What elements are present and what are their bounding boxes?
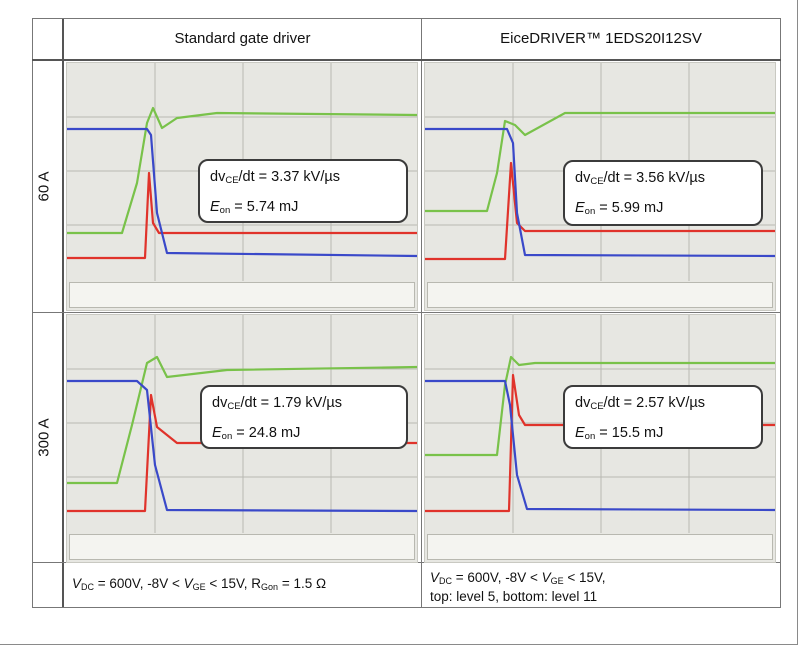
- scope-legend-4: [427, 534, 773, 560]
- callout-panel-2: dvCE/dt = 3.56 kV/µs Eon = 5.99 mJ: [563, 160, 763, 226]
- row-label-300a: 300 A: [24, 313, 64, 562]
- footer-levels-note: top: level 5, bottom: level 11: [430, 589, 775, 604]
- callout-panel-3: dvCE/dt = 1.79 kV/µs Eon = 24.8 mJ: [200, 385, 408, 449]
- callout-panel-4: dvCE/dt = 2.57 kV/µs Eon = 15.5 mJ: [563, 385, 763, 449]
- row-label-300a-text: 300 A: [36, 418, 53, 456]
- table-header-divider: [32, 59, 781, 61]
- header-standard-gate-driver: Standard gate driver: [64, 20, 421, 56]
- table-row-divider: [32, 312, 781, 313]
- table-bottom-border: [32, 607, 781, 608]
- header-col2-text: EiceDRIVER™ 1EDS20I12SV: [500, 30, 702, 47]
- header-eicedriver: EiceDRIVER™ 1EDS20I12SV: [422, 20, 780, 56]
- footer-conditions-left: VDC = 600V, -8V < VGE < 15V, RGon = 1.5 …: [72, 576, 417, 595]
- scope-legend-1: [69, 282, 415, 308]
- scope-legend-3: [69, 534, 415, 560]
- row-label-60a: 60 A: [24, 61, 64, 312]
- table-divider-mid: [421, 18, 422, 608]
- callout-panel-1: dvCE/dt = 3.37 kV/µs Eon = 5.74 mJ: [198, 159, 408, 223]
- row-label-60a-text: 60 A: [36, 171, 53, 201]
- scope-legend-2: [427, 282, 773, 308]
- footer-conditions-right: VDC = 600V, -8V < VGE < 15V, top: level …: [430, 570, 775, 604]
- table-right-border: [780, 18, 781, 608]
- header-col1-text: Standard gate driver: [175, 30, 311, 47]
- table-top-border: [32, 18, 781, 19]
